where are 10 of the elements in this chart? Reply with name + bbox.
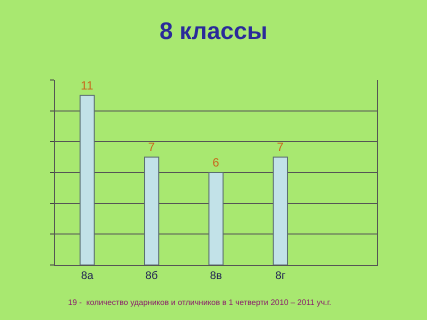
x-tick-label: 8б: [145, 270, 158, 282]
x-tick-label: 8в: [210, 270, 222, 282]
chart-title: 8 классы: [159, 18, 268, 46]
x-tick-label: 8а: [81, 270, 94, 282]
data-label: 7: [276, 140, 284, 154]
text: 19 - количество ударников и отличников в 1 четверти 2010 – 2011 уч.г.: [68, 298, 332, 307]
x-tick-label: 8г: [275, 270, 286, 282]
data-label: 7: [148, 140, 156, 154]
data-label: 6: [212, 156, 220, 170]
data-label: 11: [80, 78, 94, 92]
